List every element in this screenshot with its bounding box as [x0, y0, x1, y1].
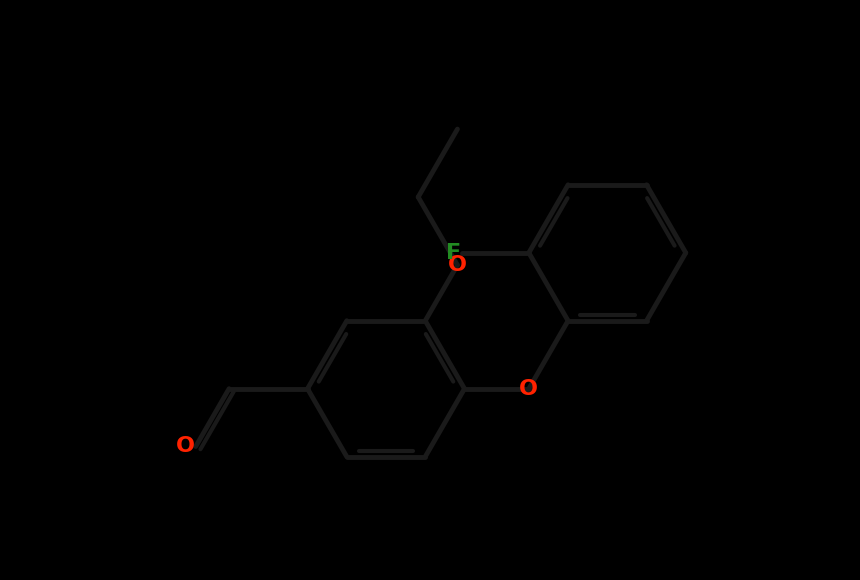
- Text: F: F: [446, 243, 462, 263]
- Text: O: O: [448, 255, 467, 275]
- Text: O: O: [176, 437, 195, 456]
- Text: O: O: [519, 379, 538, 398]
